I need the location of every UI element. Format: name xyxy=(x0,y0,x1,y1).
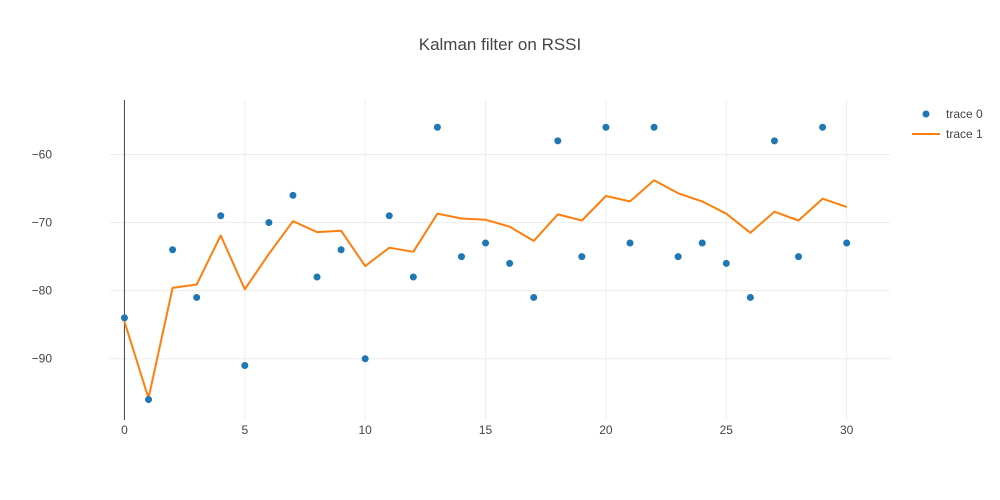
legend-item-trace-1[interactable]: trace 1 xyxy=(912,127,983,141)
data-point[interactable] xyxy=(313,273,321,281)
data-point[interactable] xyxy=(602,123,610,131)
x-tick-label: 25 xyxy=(720,423,734,437)
data-point[interactable] xyxy=(843,239,851,247)
data-point[interactable] xyxy=(361,355,369,363)
data-point[interactable] xyxy=(530,293,538,301)
y-tick-label: −80 xyxy=(32,284,53,298)
data-point[interactable] xyxy=(578,253,586,261)
data-point[interactable] xyxy=(289,191,297,199)
y-tick-label: −60 xyxy=(32,147,53,161)
data-point[interactable] xyxy=(650,123,658,131)
data-point[interactable] xyxy=(433,123,441,131)
x-tick-label: 5 xyxy=(241,423,248,437)
y-tick-label: −70 xyxy=(32,216,53,230)
data-point[interactable] xyxy=(457,253,465,261)
data-point[interactable] xyxy=(385,212,393,220)
data-point[interactable] xyxy=(145,396,153,404)
legend-item-trace-0[interactable]: trace 0 xyxy=(922,107,984,121)
data-point[interactable] xyxy=(265,219,273,227)
chart-title: Kalman filter on RSSI xyxy=(419,35,582,54)
data-point[interactable] xyxy=(819,123,827,131)
x-tick-label: 0 xyxy=(121,423,128,437)
data-point[interactable] xyxy=(698,239,706,247)
data-point[interactable] xyxy=(770,137,778,145)
data-point[interactable] xyxy=(120,314,128,322)
line-series xyxy=(123,179,848,400)
x-tick-label: 15 xyxy=(479,423,493,437)
legend[interactable]: trace 0 trace 1 xyxy=(912,107,983,141)
gridlines xyxy=(110,100,890,420)
y-tick-label: −90 xyxy=(32,352,53,366)
marker-series xyxy=(120,123,851,404)
data-point[interactable] xyxy=(554,137,562,145)
data-point[interactable] xyxy=(795,253,803,261)
legend-label-trace-0: trace 0 xyxy=(946,107,983,121)
tick-labels: −90 −80 −70 −60 0 5 10 15 20 25 30 xyxy=(32,147,854,437)
data-point[interactable] xyxy=(169,246,177,254)
legend-label-trace-1: trace 1 xyxy=(946,127,983,141)
series-line-trace-1 xyxy=(123,179,848,400)
data-point[interactable] xyxy=(626,239,634,247)
data-point[interactable] xyxy=(409,273,417,281)
data-point[interactable] xyxy=(217,212,225,220)
data-point[interactable] xyxy=(337,246,345,254)
legend-marker-trace-0 xyxy=(922,110,930,118)
x-tick-label: 20 xyxy=(599,423,613,437)
x-tick-label: 10 xyxy=(359,423,373,437)
data-point[interactable] xyxy=(193,293,201,301)
data-point[interactable] xyxy=(674,253,682,261)
data-point[interactable] xyxy=(241,362,249,370)
data-point[interactable] xyxy=(746,293,754,301)
data-point[interactable] xyxy=(482,239,490,247)
data-point[interactable] xyxy=(722,259,730,267)
data-point[interactable] xyxy=(506,259,514,267)
x-tick-label: 30 xyxy=(840,423,854,437)
